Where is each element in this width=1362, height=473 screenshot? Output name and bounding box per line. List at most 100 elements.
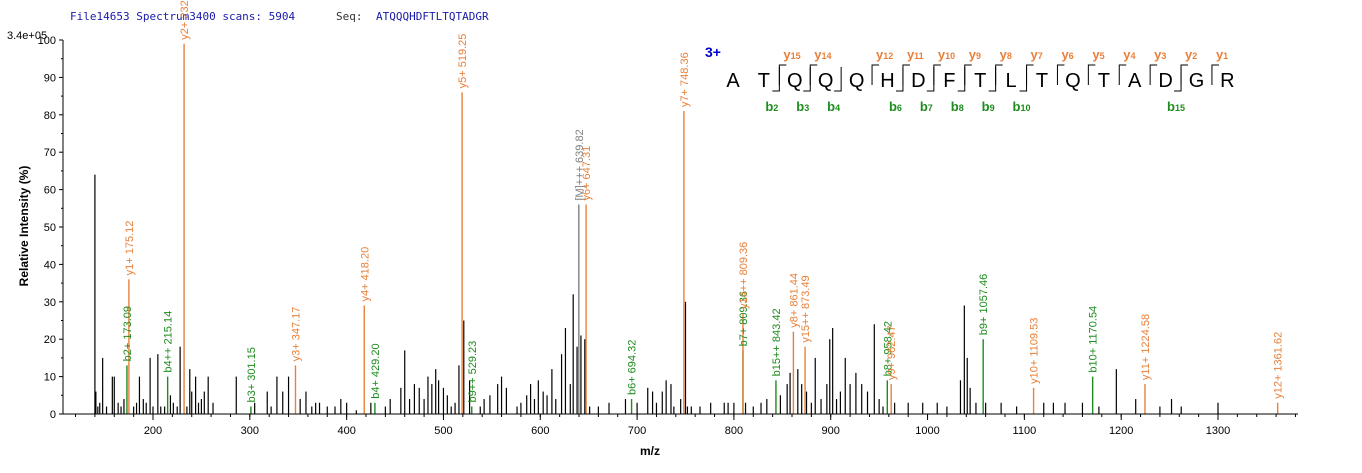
sequence-residue: H	[880, 70, 894, 92]
x-tick-label: 500	[434, 425, 452, 437]
peak-label: y9+ 962.47	[886, 325, 898, 380]
b-ion-label: b10	[1013, 99, 1031, 114]
seq-label: Seq:	[336, 10, 363, 23]
b-ion-bracket	[772, 67, 780, 92]
sequence-residue: G	[1189, 70, 1205, 92]
y-ion-bracket	[871, 64, 880, 85]
y-tick-label: 30	[44, 297, 56, 309]
y-tick-label: 80	[44, 110, 56, 122]
y-tick-label: 60	[44, 185, 56, 197]
y-ion-bracket	[1180, 64, 1189, 85]
x-tick-label: 800	[725, 425, 743, 437]
x-tick-label: 1300	[1206, 425, 1230, 437]
sequence-residue: A	[726, 70, 740, 92]
sequence-residue: T	[1036, 70, 1048, 92]
x-axis-label: m/z	[640, 444, 660, 458]
peak-label: b9+ 1057.46	[978, 274, 990, 335]
sequence-residue: F	[943, 70, 955, 92]
y-ion-label: y8	[1000, 47, 1012, 62]
y-ion-label: y15	[783, 47, 800, 62]
b-ion-bracket	[926, 67, 935, 92]
file-info: File14653 Spectrum3400 scans: 5904	[70, 10, 296, 23]
x-tick-label: 1200	[1109, 425, 1133, 437]
peak-label: b2+ 173.09	[122, 306, 134, 361]
peak-label: y11+ 1224.58	[1140, 314, 1152, 380]
sequence-residue: R	[1220, 70, 1234, 92]
peak-labels-group: y1+ 175.12 b2+ 173.09 b4++ 215.14 y2+ 232.1…	[122, 0, 1285, 403]
y-ion-label: y11	[907, 47, 924, 62]
sequence-residue: Q	[849, 70, 865, 92]
b-ion-label: b4	[827, 99, 840, 114]
peak-label: [M]+++ 639.82	[574, 129, 586, 200]
y-tick-label: 20	[44, 334, 56, 346]
y-ion-label: y1	[1216, 47, 1228, 62]
b-ion-bracket	[988, 67, 997, 92]
sequence-residue: Q	[1065, 70, 1081, 92]
peak-label: b15++ 843.42	[771, 308, 783, 376]
peak-label: y5+ 519.25	[457, 34, 469, 89]
x-tick-label: 300	[241, 425, 259, 437]
sequence-residue: D	[911, 70, 925, 92]
y-tick-label: 90	[44, 72, 56, 84]
peak-label: b3+ 301.15	[246, 347, 258, 402]
x-tick-label: 200	[144, 425, 162, 437]
x-tick-label: 900	[822, 425, 840, 437]
b-ion-bracket	[1174, 67, 1182, 92]
peak-label: b4+ 429.20	[370, 343, 382, 398]
peak-label: y4+ 418.20	[359, 247, 371, 302]
x-tick-label: 400	[337, 425, 355, 437]
peak-label: y3+ 347.17	[290, 307, 302, 362]
peak-label: b10+ 1170.54	[1088, 306, 1100, 373]
b-ion-label: b3	[796, 99, 809, 114]
b-ion-bracket	[1019, 67, 1028, 92]
y-tick-label: 70	[44, 147, 56, 159]
y-ion-label: y4	[1123, 47, 1135, 62]
y-ion-bracket	[1087, 64, 1096, 85]
y-ion-bracket	[809, 64, 818, 85]
intensity-scale: 3.4e+05	[7, 30, 47, 42]
b-ion-label: b7	[920, 99, 933, 114]
peak-label: b8+ 958.42	[882, 321, 894, 376]
y-axis-label: Relative Intensity (%)	[17, 166, 31, 287]
peak-label: b4++ 215.14	[163, 311, 175, 373]
x-tick-label: 700	[628, 425, 646, 437]
y-ion-bracket	[1118, 64, 1127, 85]
sequence-residue: Q	[818, 70, 834, 92]
peak-label: y14++ 809.36	[738, 242, 750, 309]
y-ion-bracket	[995, 64, 1003, 85]
b-ion-bracket	[803, 67, 811, 92]
y-ion-bracket	[964, 64, 972, 85]
peak-label: y7+ 748.36	[679, 52, 691, 107]
b-ion-label: b8	[951, 99, 964, 114]
y-ion-label: y12	[876, 47, 893, 62]
sequence-residue: D	[1158, 70, 1172, 92]
y-ion-bracket	[933, 64, 941, 85]
b-ion-label: b9	[982, 99, 995, 114]
y-ion-label: y14	[814, 47, 831, 62]
charge-state: 3+	[705, 44, 721, 60]
sequence-residue: Q	[787, 70, 803, 92]
y-ion-bracket	[1026, 64, 1034, 85]
peak-label: y8+ 861.44	[788, 273, 800, 328]
peak-label: b9++ 529.23	[467, 341, 479, 403]
y-tick-label: 40	[44, 259, 56, 271]
b-ion-bracket	[834, 67, 842, 92]
y-ion-bracket	[902, 64, 910, 85]
y-tick-label: 0	[50, 409, 56, 421]
y-ion-bracket	[1056, 64, 1065, 85]
y-ion-label: y5	[1092, 47, 1104, 62]
peak-label: b7+ 809.36	[738, 291, 750, 346]
y-ion-label: y3	[1154, 47, 1166, 62]
peak-label: y10+ 1109.53	[1029, 318, 1041, 384]
sequence-text: ATQQQHDFTLTQTADGR	[376, 10, 489, 23]
peak-label: y15++ 873.49	[800, 275, 812, 342]
peak-label: y2+ 232.1	[179, 0, 191, 40]
axes-group: 0 10 20 30 40 50 60 70 80 90 100 200 300 400 500 600 700…	[38, 35, 1298, 437]
b-ion-label: b15	[1167, 99, 1185, 114]
peaks-group	[94, 43, 1279, 414]
x-tick-label: 1100	[1013, 425, 1037, 437]
peak-label: b6+ 694.32	[627, 340, 639, 395]
peak-label: y6+ 647.31	[581, 146, 593, 201]
